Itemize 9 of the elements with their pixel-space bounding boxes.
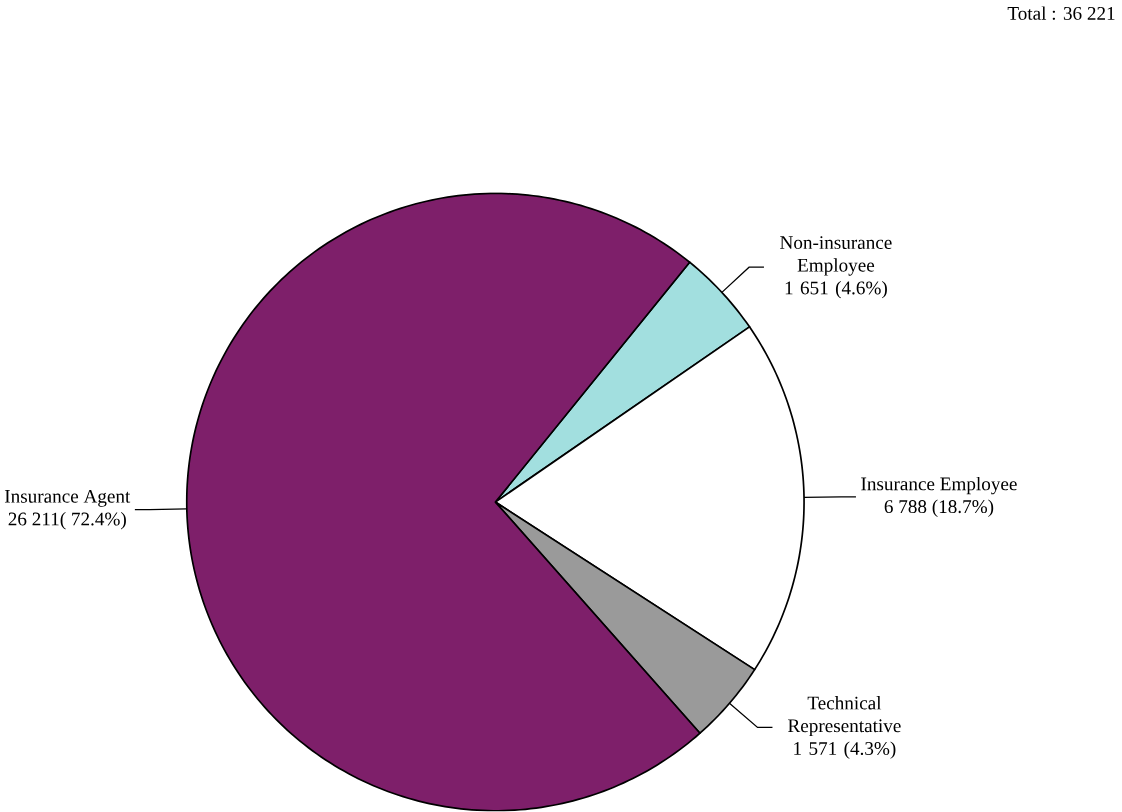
data-label: 26 211( 72.4%) [8,512,126,530]
text: Total : 36 221 [1007,6,1115,21]
data-label: 1 651 (4.6%) [785,281,887,299]
slice-label: Technical Representative [788,696,901,737]
slice-label: Insurance Employee [861,477,1017,495]
slice-label: Insurance Agent [4,490,131,507]
slice-label: Non-insurance Employee [780,236,892,276]
data-label: 1 571 (4.3%) [794,741,896,760]
data-label: 6 788 (18.7%) [884,499,994,518]
